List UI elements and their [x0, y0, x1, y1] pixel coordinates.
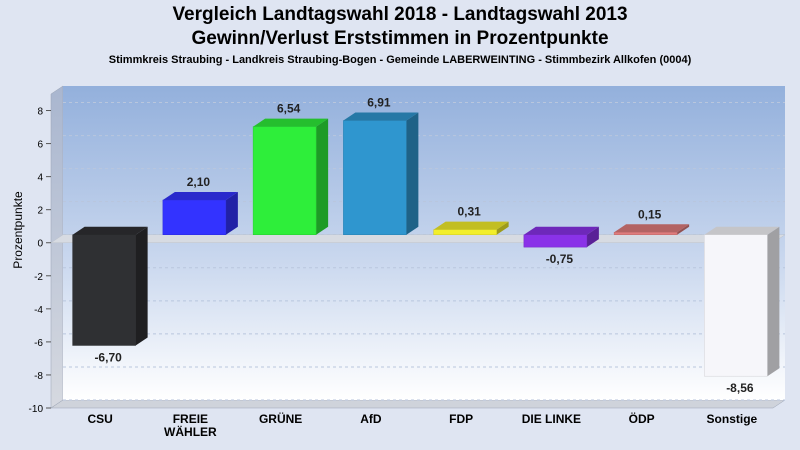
data-label: 6,54 [277, 102, 301, 116]
data-label: 0,31 [457, 205, 481, 219]
bar-top [614, 224, 690, 233]
bar-front [72, 234, 136, 346]
y-tick-label: -6 [34, 338, 43, 349]
y-tick-label: 4 [37, 173, 43, 184]
data-label: -8,56 [726, 381, 754, 395]
y-tick-label: -4 [34, 305, 43, 316]
x-tick-label: Sonstige [707, 412, 758, 426]
data-label: 6,91 [367, 96, 391, 110]
y-tick-label: 2 [37, 206, 43, 217]
y-tick-label: -2 [34, 272, 43, 283]
bar-side [225, 192, 238, 235]
y-tick-label: -8 [34, 371, 43, 382]
y-axis-label: Prozentpunkte [11, 191, 25, 269]
bar-afd [343, 112, 419, 235]
bar-front [162, 199, 227, 235]
data-label: 2,10 [187, 175, 211, 189]
plot-floor [50, 399, 786, 409]
bar-grüne [252, 118, 329, 235]
x-tick-label: AfD [360, 412, 382, 426]
x-tick-label: FREIE [173, 412, 208, 426]
bar-top [72, 226, 148, 235]
x-tick-label: CSU [87, 412, 112, 426]
chart-subtitle: Gewinn/Verlust Erststimmen in Prozentpun… [191, 28, 609, 49]
data-label: -0,75 [546, 252, 574, 266]
y-tick-label: 0 [37, 239, 43, 250]
bar-side [406, 112, 419, 235]
bar-side [767, 226, 780, 377]
x-tick-label: ÖDP [629, 411, 655, 426]
bar-die-linke [523, 226, 599, 248]
bar-top [523, 226, 599, 235]
data-label: -6,70 [94, 350, 122, 364]
bar-side [677, 224, 690, 235]
data-label: 0,15 [638, 207, 662, 221]
bar-top [162, 192, 238, 201]
bar-front [613, 232, 678, 235]
bar-front [433, 229, 497, 235]
bar-fdp [433, 221, 509, 235]
bar-front [252, 126, 317, 235]
bar-freie-wähler [162, 192, 238, 235]
bar-side [586, 226, 599, 248]
bar-csu [72, 226, 148, 346]
bar-ödp [613, 224, 690, 235]
chart-title: Vergleich Landtagswahl 2018 - Landtagswa… [172, 4, 628, 25]
bar-top [343, 112, 419, 121]
bar-top [704, 226, 780, 235]
bar-sonstige [704, 226, 780, 377]
bar-front [343, 120, 407, 235]
x-tick-label: DIE LINKE [522, 412, 581, 426]
x-tick-label: GRÜNE [259, 411, 302, 426]
y-tick-label: -10 [29, 404, 44, 415]
bar-side [135, 226, 148, 346]
y-tick-label: 6 [37, 140, 43, 151]
y-tick-label: 8 [37, 107, 43, 118]
bar-side [496, 221, 509, 235]
chart-caption: Stimmkreis Straubing - Landkreis Straubi… [108, 54, 692, 66]
bar-top [433, 221, 509, 230]
plot-area [63, 86, 785, 400]
bar-front [704, 234, 768, 377]
bar-front [523, 234, 588, 248]
plot-left-wall [50, 85, 64, 409]
zero-baseline [50, 234, 786, 243]
x-tick-label: FDP [449, 412, 473, 426]
x-tick-label: WÄHLER [164, 424, 217, 439]
bar-top [253, 118, 329, 127]
bar-side [316, 118, 329, 235]
